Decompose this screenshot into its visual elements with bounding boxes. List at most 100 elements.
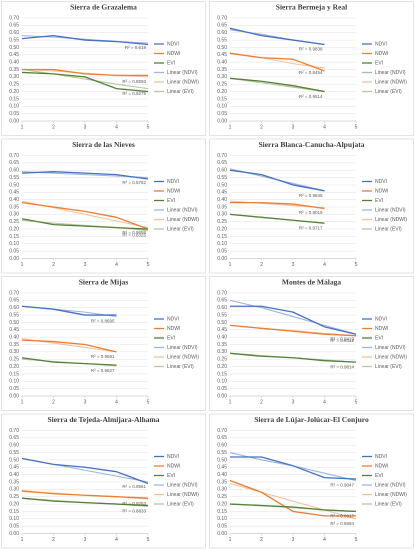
y-tick-label: 0.70 [217,290,227,296]
y-tick-label: 0.60 [217,443,227,449]
legend-label: NDWI [375,51,388,57]
x-tick-label: 2 [52,399,55,405]
series-line [21,201,149,230]
chart-title: Sierra de Tejeda-Almijara-Alhama [47,415,159,424]
y-tick-label: 0.15 [217,509,227,515]
y-tick-label: 0.60 [9,443,19,449]
series-line [21,171,149,180]
y-tick-label: 0.45 [217,190,227,196]
series-line [229,27,325,46]
series-line [22,68,148,77]
x-tick-label: 1 [229,537,232,543]
y-tick-label: 0.10 [217,241,227,247]
y-tick-label: 0.40 [9,197,19,203]
series-line [229,77,325,93]
r-squared-label: R² = 0.8833 [122,508,146,513]
r-squared-label: R² = 0.8593 [122,79,146,84]
panel-frame [1,138,206,274]
y-tick-label: 0.60 [217,30,227,36]
x-tick-label: 1 [21,124,24,130]
chart-title: Montes de Málaga [282,278,341,287]
x-tick-label: 2 [260,399,263,405]
r-squared-label: R² = 0.9047 [330,483,354,488]
y-tick-label: 0.50 [217,457,227,463]
legend-label: Linear (NDVI) [375,345,406,351]
y-tick-label: 0.30 [217,349,227,355]
legend-label: EVI [167,335,175,341]
y-tick-label: 0.70 [217,153,227,159]
series-line [229,213,325,224]
r-squared-label: R² = 0.9814 [330,364,354,369]
y-tick-label: 0.55 [9,175,19,181]
legend-label: Linear (NDWI) [167,354,199,360]
y-tick-label: 0.10 [217,379,227,385]
y-tick-label: 0.25 [9,494,19,500]
legend-label: EVI [167,60,175,66]
y-tick-label: 0.20 [217,364,227,370]
r-squared-label: R² = 0.9514 [299,94,323,99]
series-line [21,218,149,230]
y-tick-label: 0.00 [217,393,227,399]
x-tick-label: 1 [229,399,232,405]
legend-label: Linear (NDVI) [167,482,198,488]
series-line [229,299,357,335]
y-tick-label: 0.50 [9,457,19,463]
y-tick-label: 0.65 [217,298,227,304]
y-tick-label: 0.65 [9,23,19,29]
y-tick-label: 0.00 [217,118,227,124]
legend-label: EVI [167,473,175,479]
y-tick-label: 0.10 [9,516,19,522]
r-squared-label: R² = 0.8917 [330,514,354,519]
legend-label: NDVI [167,316,179,322]
y-tick-label: 0.15 [9,371,19,377]
y-tick-label: 0.55 [217,312,227,318]
y-tick-label: 0.65 [9,298,19,304]
x-tick-label: 5 [147,537,150,543]
y-tick-label: 0.05 [217,523,227,529]
y-tick-label: 0.55 [217,175,227,181]
y-tick-label: 0.40 [9,472,19,478]
legend-label: NDVI [167,179,179,185]
legend-label: NDWI [375,188,388,194]
panel-frame [1,276,206,411]
y-tick-label: 0.45 [9,190,19,196]
y-tick-label: 0.65 [217,160,227,166]
series-line [21,497,149,507]
x-tick-label: 4 [115,124,118,130]
legend-label: NDVI [375,179,387,185]
y-tick-label: 0.35 [217,479,227,485]
y-tick-label: 0.15 [217,371,227,377]
x-tick-label: 2 [52,262,55,268]
x-tick-label: 4 [115,399,118,405]
r-squared-label: R² = 0.9419 [330,336,354,341]
legend-label: NDWI [375,326,388,332]
y-tick-label: 0.70 [9,153,19,159]
y-tick-label: 0.25 [9,82,19,88]
y-tick-label: 0.30 [9,349,19,355]
y-tick-label: 0.35 [9,479,19,485]
series-line [230,305,357,335]
y-tick-label: 0.70 [217,428,227,434]
y-tick-label: 0.20 [9,501,19,507]
x-tick-label: 4 [323,537,326,543]
y-tick-label: 0.25 [9,219,19,225]
y-tick-label: 0.00 [217,256,227,262]
y-tick-label: 0.60 [217,168,227,174]
y-tick-label: 0.45 [217,52,227,58]
legend-label: NDVI [375,41,387,47]
legend-label: EVI [375,198,383,204]
legend-label: Linear (EVI) [167,226,194,232]
y-tick-label: 0.55 [217,37,227,43]
y-tick-label: 0.15 [217,96,227,102]
chart-title: Sierra de las Nieves [72,140,135,149]
panel-frame [209,413,414,549]
legend-label: Linear (EVI) [375,364,402,370]
y-tick-label: 0.50 [9,320,19,326]
series-line [229,352,357,363]
y-tick-label: 0.00 [217,531,227,537]
r-squared-label: R² = 0.5752 [122,180,146,185]
series-line [229,169,325,192]
legend-label: Linear (NDVI) [375,70,406,76]
x-tick-label: 4 [115,537,118,543]
y-tick-label: 0.30 [217,74,227,80]
